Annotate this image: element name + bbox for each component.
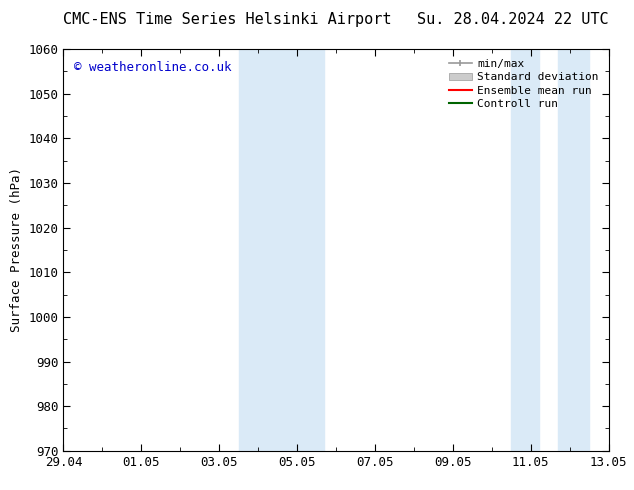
Bar	[238, 49, 325, 451]
Bar	[511, 49, 538, 451]
Bar	[558, 49, 589, 451]
Legend: min/max, Standard deviation, Ensemble mean run, Controll run: min/max, Standard deviation, Ensemble me…	[445, 54, 603, 114]
Y-axis label: Surface Pressure (hPa): Surface Pressure (hPa)	[10, 168, 23, 332]
Text: Su. 28.04.2024 22 UTC: Su. 28.04.2024 22 UTC	[417, 12, 609, 27]
Text: © weatheronline.co.uk: © weatheronline.co.uk	[74, 61, 232, 74]
Text: CMC-ENS Time Series Helsinki Airport: CMC-ENS Time Series Helsinki Airport	[63, 12, 392, 27]
